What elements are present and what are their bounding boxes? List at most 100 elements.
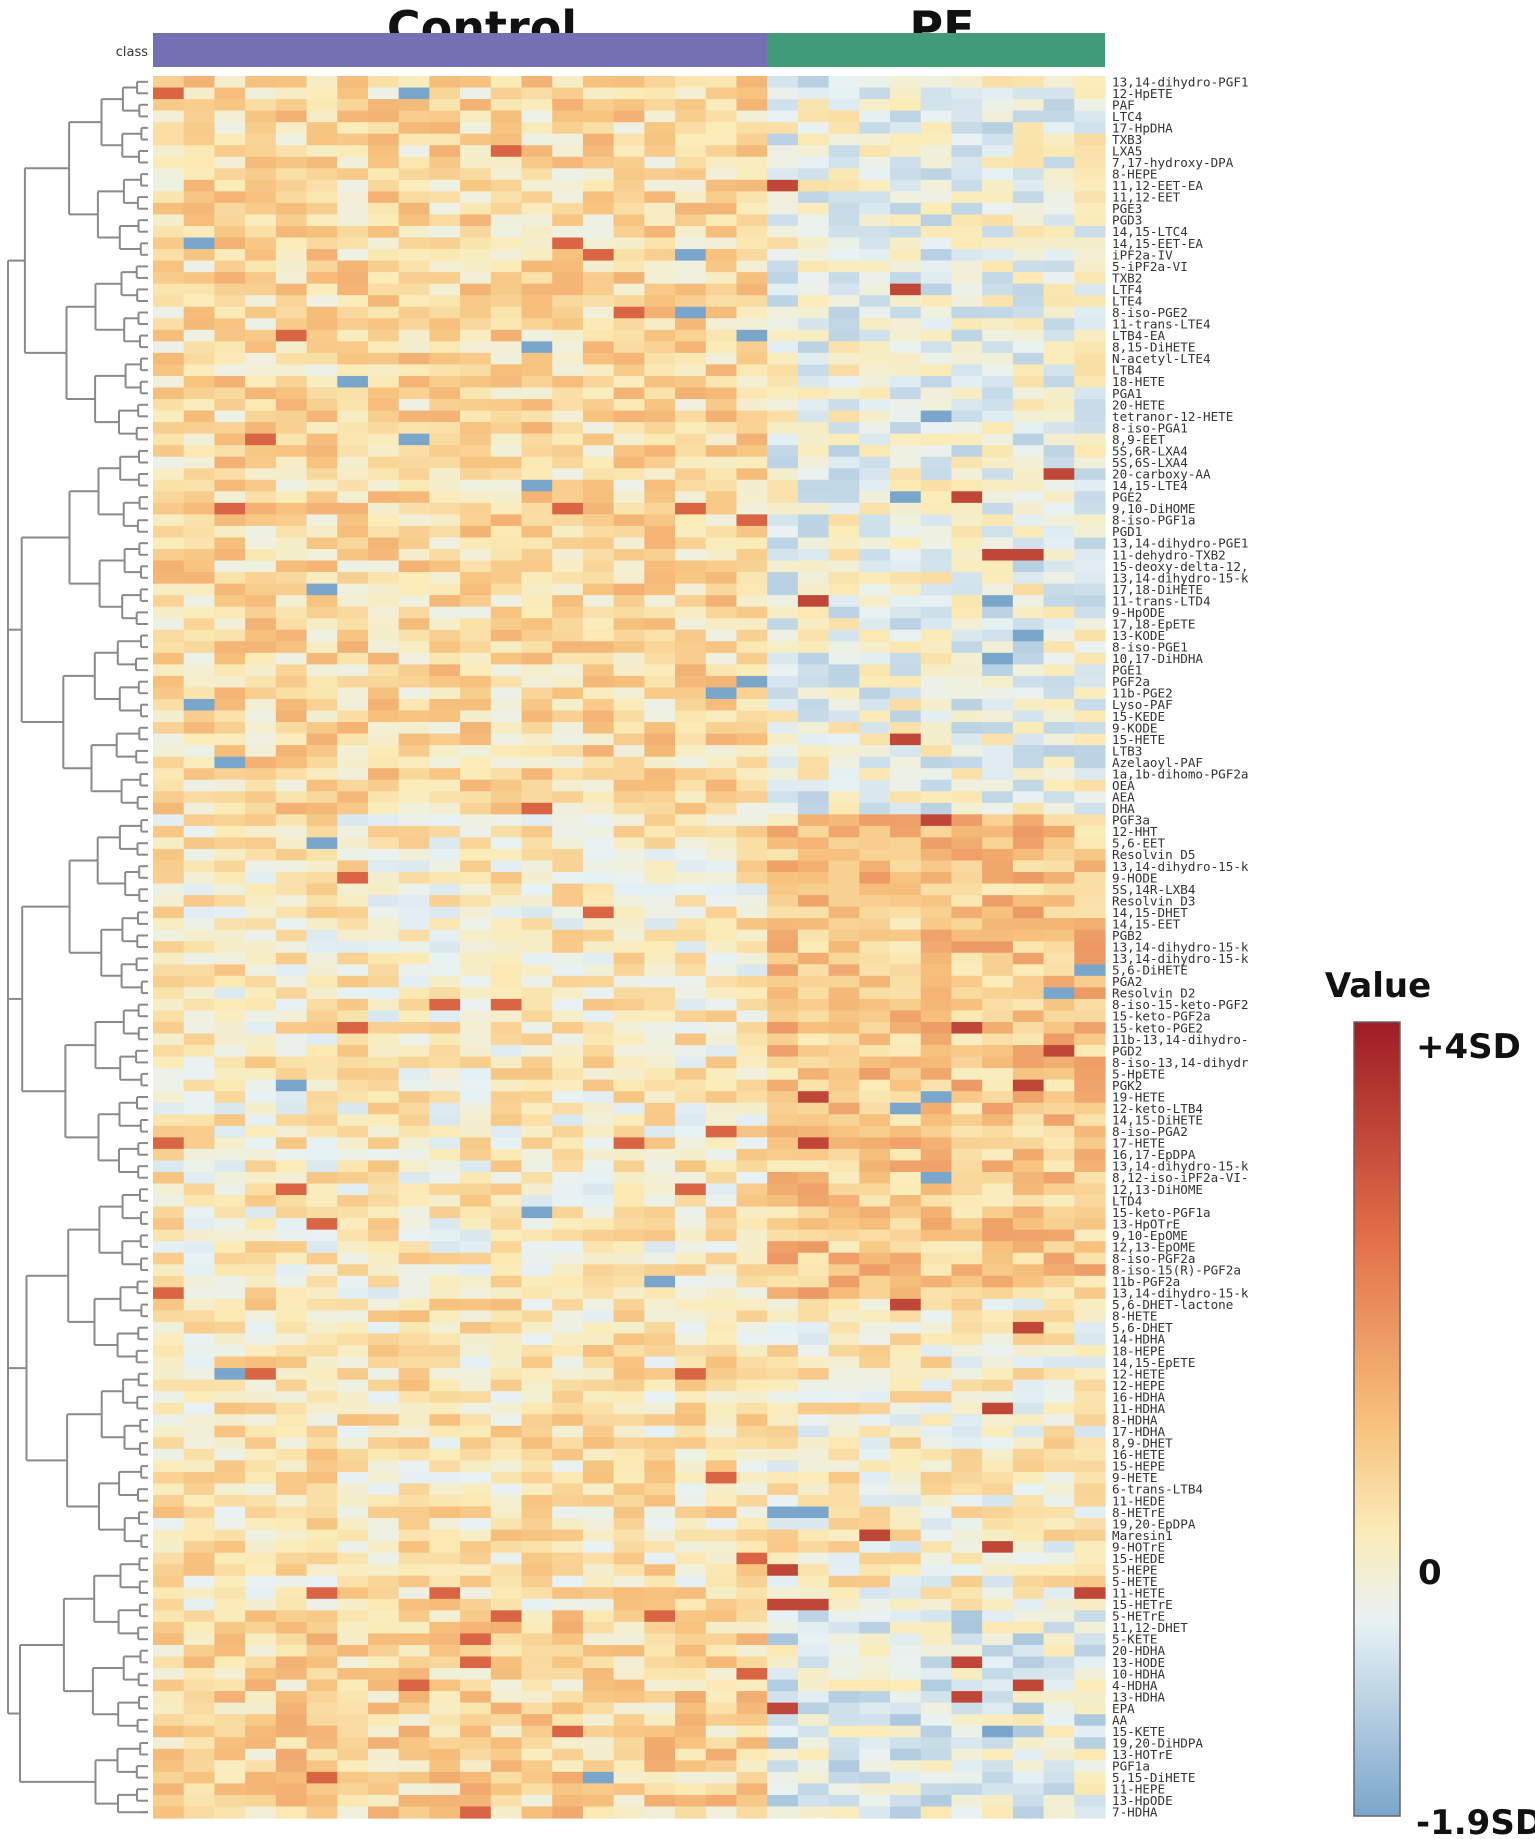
row-label: 15-keto-PGF2a: [1112, 1009, 1211, 1024]
heatmap-cell: [398, 514, 430, 527]
heatmap-cell: [951, 1252, 983, 1265]
heatmap-cell: [367, 814, 400, 827]
heatmap-cell: [337, 249, 369, 262]
heatmap-cell: [398, 1529, 430, 1542]
heatmap-cell: [920, 1045, 953, 1058]
heatmap-cell: [429, 1725, 461, 1738]
heatmap-cell: [306, 872, 338, 885]
heatmap-cell: [552, 1321, 584, 1335]
heatmap-cell: [429, 1045, 461, 1058]
heatmap-cell: [1012, 975, 1045, 988]
heatmap-cell: [275, 1391, 308, 1404]
heatmap-cell: [736, 1183, 768, 1196]
heatmap-cell: [183, 1310, 216, 1323]
heatmap-cell: [797, 1748, 830, 1761]
heatmap-cell: [1043, 883, 1075, 896]
heatmap-cell: [797, 352, 830, 366]
heatmap-cell: [1012, 1171, 1045, 1185]
heatmap-cell: [951, 687, 983, 700]
heatmap-cell: [644, 1460, 676, 1473]
heatmap-cell: [644, 1091, 676, 1104]
heatmap-cell: [951, 1691, 983, 1704]
heatmap-cell: [920, 479, 953, 492]
heatmap-cell: [1074, 1610, 1106, 1623]
heatmap-cell: [951, 1068, 983, 1081]
heatmap-cell: [644, 1760, 676, 1773]
heatmap-cell: [644, 1402, 676, 1415]
heatmap-cell: [1012, 1806, 1045, 1819]
heatmap-cell: [275, 225, 308, 239]
heatmap-cell: [982, 456, 1014, 469]
heatmap-cell: [767, 745, 799, 758]
heatmap-cell: [644, 514, 676, 527]
heatmap-cell: [1074, 1564, 1106, 1577]
heatmap-cell: [153, 249, 185, 262]
heatmap-cell: [644, 1506, 676, 1519]
heatmap-cell: [552, 225, 584, 239]
heatmap-cell: [429, 1391, 461, 1404]
heatmap-cell: [705, 733, 738, 746]
heatmap-cell: [1012, 687, 1045, 700]
heatmap-cell: [337, 156, 369, 169]
heatmap-cell: [951, 1045, 983, 1058]
heatmap-cell: [183, 1506, 216, 1519]
heatmap-cell: [183, 1021, 216, 1035]
heatmap-cell: [183, 249, 216, 262]
heatmap-cell: [1074, 352, 1106, 366]
heatmap-cell: [1043, 1021, 1075, 1035]
heatmap-cell: [153, 1702, 185, 1715]
heatmap-cell: [828, 618, 860, 631]
heatmap-cell: [521, 1448, 553, 1461]
heatmap-cell: [613, 560, 645, 573]
heatmap-cell: [797, 1171, 830, 1185]
heatmap-cell: [582, 502, 615, 515]
heatmap-cell: [337, 468, 369, 481]
heatmap-cell: [183, 1748, 216, 1761]
heatmap-cell: [951, 168, 983, 181]
heatmap-cell: [398, 802, 430, 815]
heatmap-cell: [490, 825, 523, 839]
heatmap-cell: [367, 202, 400, 216]
heatmap-cell: [736, 1321, 768, 1335]
heatmap-cell: [153, 860, 185, 873]
heatmap-cell: [767, 595, 799, 608]
heatmap-cell: [582, 756, 615, 769]
heatmap-cell: [1043, 848, 1075, 862]
heatmap-cell: [490, 260, 523, 273]
heatmap-cell: [582, 1737, 615, 1750]
heatmap-cell: [890, 249, 922, 262]
heatmap-cell: [490, 1079, 523, 1092]
heatmap-cell: [613, 1794, 645, 1808]
heatmap-cell: [705, 825, 738, 839]
heatmap-cell: [214, 168, 246, 181]
heatmap-cell: [582, 1506, 615, 1519]
heatmap-cell: [1074, 583, 1106, 596]
heatmap-cell: [675, 479, 707, 492]
heatmap-cell: [337, 733, 369, 746]
heatmap-cell: [429, 814, 461, 827]
heatmap-cell: [675, 1575, 707, 1588]
heatmap-cell: [275, 1102, 308, 1115]
heatmap-cell: [153, 698, 185, 712]
heatmap-cell: [367, 1483, 400, 1496]
heatmap-cell: [644, 110, 676, 123]
heatmap-cell: [521, 895, 553, 908]
heatmap-cell: [398, 1125, 430, 1138]
heatmap-cell: [644, 1241, 676, 1254]
heatmap-cell: [675, 1794, 707, 1808]
heatmap-cell: [337, 1229, 369, 1242]
heatmap-cell: [552, 964, 584, 977]
heatmap-cell: [245, 318, 277, 331]
heatmap-cell: [582, 1494, 615, 1508]
heatmap-cell: [890, 560, 922, 573]
heatmap-cell: [1074, 629, 1106, 642]
heatmap-cell: [429, 283, 461, 296]
heatmap-cell: [1043, 1541, 1075, 1554]
heatmap-cell: [1012, 387, 1045, 400]
heatmap-cell: [582, 1045, 615, 1058]
heatmap-cell: [1043, 768, 1075, 781]
heatmap-cell: [675, 1806, 707, 1819]
heatmap-cell: [521, 975, 553, 988]
heatmap-cell: [890, 664, 922, 677]
heatmap-cell: [767, 1171, 799, 1185]
